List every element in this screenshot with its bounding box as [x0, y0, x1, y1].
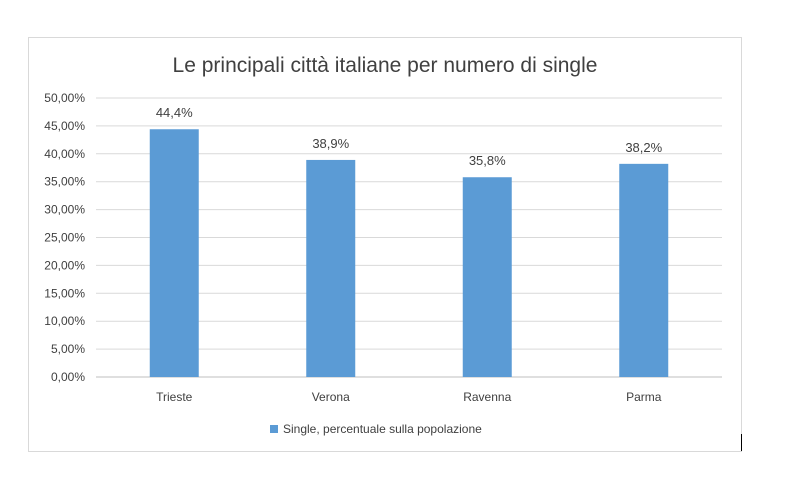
x-tick-label: Parma [626, 390, 662, 404]
data-label: 35,8% [469, 153, 506, 168]
data-label: 38,2% [625, 140, 662, 155]
x-tick-label: Verona [312, 390, 350, 404]
bar-parma [619, 163, 669, 377]
bars [149, 129, 669, 377]
y-tick-label: 35,00% [44, 175, 85, 189]
y-tick-label: 5,00% [51, 342, 85, 356]
text-cursor [741, 434, 742, 451]
bar-trieste [149, 129, 199, 377]
y-tick-label: 50,00% [44, 91, 85, 105]
y-tick-label: 45,00% [44, 119, 85, 133]
y-tick-label: 25,00% [44, 231, 85, 245]
y-tick-label: 0,00% [51, 370, 85, 384]
y-tick-label: 15,00% [44, 286, 85, 300]
data-label: 44,4% [156, 105, 193, 120]
data-labels: 44,4% 38,9% 35,8% 38,2% [156, 105, 663, 168]
legend: Single, percentuale sulla popolazione [270, 422, 482, 436]
legend-swatch [270, 425, 278, 433]
x-axis-ticks: Trieste Verona Ravenna Parma [156, 390, 662, 404]
x-tick-label: Trieste [156, 390, 193, 404]
chart-title: Le principali città italiane per numero … [173, 54, 598, 77]
y-axis-ticks: 0,00% 5,00% 10,00% 15,00% 20,00% 25,00% 30,00%… [44, 91, 85, 384]
y-tick-label: 20,00% [44, 258, 85, 272]
y-tick-label: 40,00% [44, 147, 85, 161]
bar-verona [306, 159, 356, 377]
data-label: 38,9% [312, 136, 349, 151]
y-tick-label: 10,00% [44, 314, 85, 328]
y-tick-label: 30,00% [44, 203, 85, 217]
bar-ravenna [462, 177, 512, 377]
x-tick-label: Ravenna [463, 390, 511, 404]
legend-label: Single, percentuale sulla popolazione [283, 422, 482, 436]
gridlines [96, 97, 722, 378]
